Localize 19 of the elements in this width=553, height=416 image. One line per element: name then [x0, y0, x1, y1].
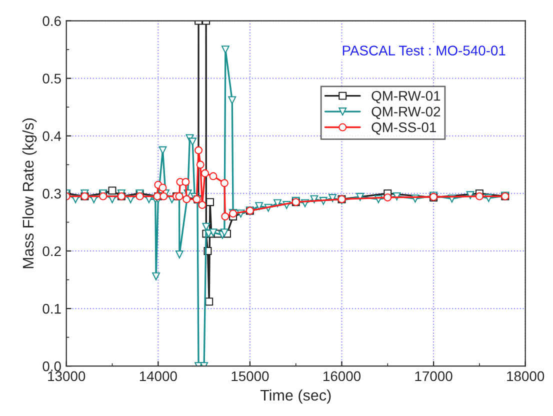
- x-tick-label: 15000: [232, 371, 269, 382]
- x-axis-title: Time (sec): [260, 389, 331, 404]
- x-tick-label: 14000: [140, 371, 177, 382]
- y-tick-label: 0.6: [42, 16, 61, 26]
- legend-label: QM-SS-01: [372, 122, 436, 135]
- x-tick-label: 17000: [415, 371, 452, 382]
- y-axis-title: Mass Flow Rate (kg/s): [22, 118, 37, 268]
- annotation: PASCAL Test : MO-540-01: [342, 46, 506, 56]
- x-tick-label: 18000: [507, 371, 544, 382]
- y-tick-label: 0.2: [42, 246, 61, 256]
- y-tick-label: 0.3: [42, 188, 61, 199]
- y-tick-label: 0.1: [42, 304, 61, 314]
- x-tick-label: 13000: [48, 371, 86, 382]
- y-tick-label: 0.0: [42, 361, 61, 372]
- y-tick-label: 0.4: [42, 131, 62, 142]
- x-tick-label: 16000: [324, 371, 361, 382]
- y-tick-label: 0.5: [42, 74, 61, 84]
- legend-label: QM-RW-02: [372, 106, 440, 120]
- legend-label: QM-RW-01: [372, 90, 440, 104]
